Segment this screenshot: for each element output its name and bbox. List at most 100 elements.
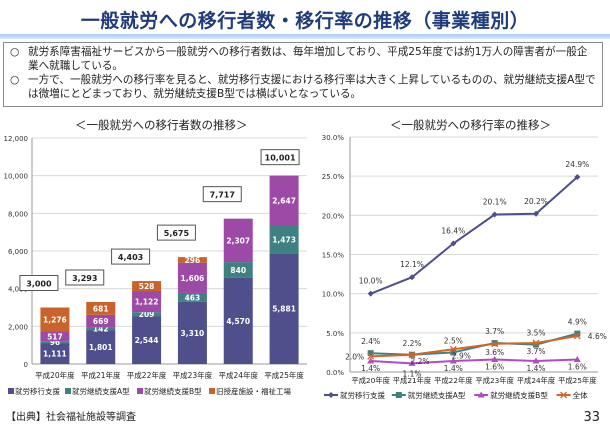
bar-segment bbox=[132, 312, 162, 317]
total-label: 10,001 bbox=[260, 149, 300, 166]
x-tick-label: 平成23年度 bbox=[475, 376, 514, 385]
series-line bbox=[370, 358, 578, 365]
y-tick-label: 5.0% bbox=[326, 330, 344, 338]
total-label: 4,403 bbox=[111, 248, 151, 265]
data-point bbox=[533, 210, 539, 217]
bar-data-label: 5,881 bbox=[272, 305, 296, 314]
bar-data-label: 142 bbox=[93, 325, 109, 334]
bar-segment bbox=[269, 253, 299, 364]
legend-marker bbox=[395, 392, 402, 398]
bar-segment bbox=[177, 292, 207, 302]
legend-label: 就労継続支援B型 bbox=[144, 386, 202, 396]
summary-box: ○ 就労系障害福祉サービスから一般就労への移行者数は、毎年増加しており、平成25… bbox=[3, 42, 603, 107]
data-point bbox=[449, 357, 457, 364]
bar-data-label: 1,606 bbox=[181, 274, 205, 283]
y-tick-label: 0.0% bbox=[326, 369, 344, 377]
data-point bbox=[450, 349, 457, 356]
bar-segment bbox=[86, 330, 116, 364]
legend-label: 就労移行支援 bbox=[340, 390, 385, 400]
legend-marker bbox=[560, 391, 568, 399]
data-label: 20.2% bbox=[524, 197, 548, 206]
data-label: 16.4% bbox=[441, 227, 465, 236]
bar-data-label: 96 bbox=[50, 338, 60, 347]
x-tick-label: 平成25年度 bbox=[264, 370, 304, 380]
data-label: 4.9% bbox=[568, 318, 587, 327]
total-box bbox=[19, 275, 59, 291]
bar-segment bbox=[269, 225, 299, 254]
total-value: 7,717 bbox=[210, 191, 235, 200]
bar-segment bbox=[132, 281, 162, 292]
y-tick-label: 10,000 bbox=[4, 173, 29, 181]
data-label: 24.9% bbox=[565, 160, 589, 169]
data-point bbox=[408, 359, 416, 366]
data-point bbox=[367, 290, 374, 297]
bar-segment bbox=[86, 314, 116, 328]
bar-data-label: 1,276 bbox=[43, 316, 67, 325]
series-line bbox=[370, 334, 578, 358]
data-point bbox=[367, 357, 375, 364]
y-tick-label: 30.0% bbox=[322, 134, 345, 142]
data-point bbox=[408, 351, 416, 359]
data-label: 1.6% bbox=[485, 362, 504, 371]
data-label: 12.1% bbox=[400, 260, 424, 269]
data-label: 2.0% bbox=[345, 352, 364, 361]
data-label: 10.0% bbox=[359, 277, 383, 286]
y-tick-label: 4,000 bbox=[8, 286, 28, 294]
bar-segment bbox=[177, 257, 207, 263]
y-tick-label: 2,000 bbox=[8, 323, 28, 331]
bar-data-label: 1,111 bbox=[43, 350, 67, 359]
data-point bbox=[491, 355, 499, 362]
data-point bbox=[409, 274, 415, 281]
y-tick-label: 25.0% bbox=[322, 173, 345, 181]
bullet-icon: ○ bbox=[10, 46, 20, 58]
y-tick-label: 15.0% bbox=[322, 252, 345, 260]
total-value: 3,000 bbox=[26, 280, 52, 289]
bar-data-label: 1,473 bbox=[272, 235, 296, 244]
data-point bbox=[367, 352, 375, 360]
bar-segment bbox=[223, 262, 253, 278]
data-label: 2.2% bbox=[410, 357, 429, 366]
data-label: 1.4% bbox=[444, 364, 463, 373]
bar-segment bbox=[40, 343, 70, 364]
total-label: 3,293 bbox=[65, 269, 105, 286]
total-box bbox=[156, 224, 196, 241]
y-tick-label: 6,000 bbox=[8, 248, 28, 256]
total-value: 5,675 bbox=[164, 229, 190, 238]
data-point bbox=[574, 330, 581, 337]
bar-segment bbox=[223, 277, 253, 364]
source-citation: 【出典】社会福祉施設等調査 bbox=[6, 412, 136, 423]
bar-chart: 0 2,000 4,000 6,000 8,000 10,000 12,000 平成20年度 1… bbox=[4, 135, 307, 396]
bar-segment bbox=[86, 327, 116, 331]
y-tick-label: 8,000 bbox=[8, 210, 28, 218]
legend-swatch bbox=[137, 388, 143, 394]
data-point bbox=[491, 340, 499, 348]
bar-chart-title: ＜一般就労への移行者数の推移＞ bbox=[75, 118, 248, 132]
series-line bbox=[370, 176, 578, 295]
bar-segment bbox=[40, 331, 70, 342]
bar-data-label: 681 bbox=[93, 304, 109, 313]
x-tick-label: 平成21年度 bbox=[81, 370, 121, 380]
x-tick-label: 平成22年度 bbox=[434, 376, 473, 385]
legend-marker bbox=[477, 391, 485, 398]
total-box bbox=[111, 248, 151, 265]
data-label: 1.1% bbox=[402, 369, 421, 378]
legend-swatch bbox=[209, 388, 215, 394]
x-tick-label: 平成22年度 bbox=[127, 370, 167, 380]
legend-label: 全体 bbox=[573, 390, 589, 400]
total-box bbox=[65, 269, 105, 286]
bullet-icon: ○ bbox=[10, 74, 20, 86]
bar-data-label: 1,801 bbox=[89, 343, 113, 352]
bar-data-label: 3,310 bbox=[181, 329, 205, 338]
legend-label: 就労継続支援B型 bbox=[490, 390, 548, 400]
data-label: 3.7% bbox=[526, 347, 545, 356]
bar-segment bbox=[40, 307, 70, 332]
bar-segment bbox=[177, 262, 207, 293]
bar-data-label: 1,122 bbox=[135, 298, 159, 307]
data-point bbox=[450, 240, 457, 247]
x-tick-label: 平成21年度 bbox=[393, 376, 432, 385]
bar-segment bbox=[269, 175, 299, 226]
summary-note-text: 就労系障害福祉サービスから一般就労への移行者数は、毎年増加しており、平成25年度… bbox=[28, 46, 588, 72]
bar-data-label: 209 bbox=[139, 310, 155, 319]
legend-label: 就労移行支援 bbox=[15, 386, 60, 396]
y-tick-label: 12,000 bbox=[4, 135, 29, 143]
